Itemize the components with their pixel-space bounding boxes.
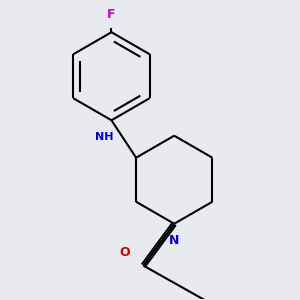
- Text: NH: NH: [95, 132, 113, 142]
- Text: F: F: [107, 8, 116, 21]
- Text: N: N: [169, 234, 179, 247]
- Text: O: O: [119, 246, 130, 259]
